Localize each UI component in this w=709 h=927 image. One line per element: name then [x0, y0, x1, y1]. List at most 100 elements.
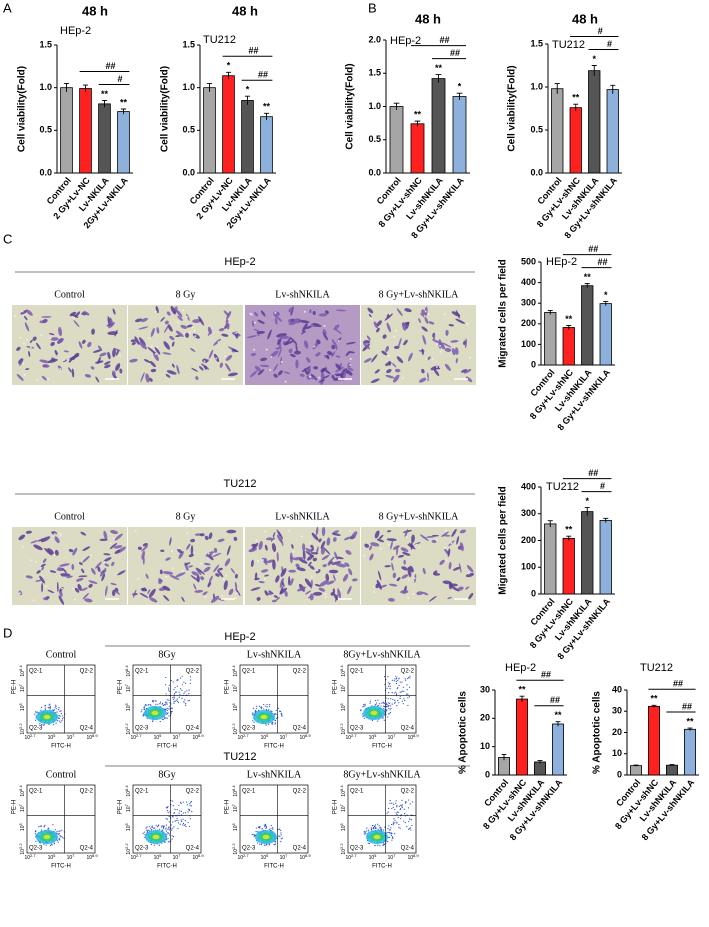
event-dot [397, 816, 399, 819]
quadrant-label: Q2-3 [350, 846, 364, 852]
event-dot [266, 706, 268, 708]
density-contour [152, 834, 160, 840]
y-tick-label: 0.0 [39, 167, 52, 177]
cell [59, 573, 71, 577]
axis-tick-label: 102.2 [124, 843, 132, 855]
event-dot [379, 827, 381, 829]
event-dot [162, 718, 164, 721]
cell [42, 558, 47, 563]
tick-exponent: 5 [231, 822, 236, 825]
pore [309, 547, 312, 550]
tick-exponent: 8.9 [305, 853, 311, 858]
cell [225, 318, 230, 330]
cell [97, 566, 101, 573]
y-tick-label: 0 [485, 769, 490, 779]
tick-base: 10 [130, 855, 136, 861]
tick-exponent: 2.7 [243, 853, 249, 858]
event-dot [377, 705, 380, 707]
cell [322, 375, 330, 379]
event-dot [183, 692, 185, 695]
cell [24, 315, 28, 321]
event-dot [168, 690, 170, 692]
cell [346, 370, 353, 376]
cell [305, 548, 313, 553]
cell [78, 562, 83, 566]
cell [409, 565, 414, 573]
event-dot [172, 681, 174, 683]
cell [82, 546, 91, 551]
event-dot [156, 826, 159, 828]
significance-mark: ** [120, 97, 128, 107]
quadrant-label: Q2-1 [29, 789, 43, 795]
event-dot [165, 824, 168, 826]
error-bar [537, 760, 543, 764]
event-dot [366, 830, 368, 832]
event-dot [279, 710, 281, 712]
event-dot [34, 713, 36, 715]
cell [130, 339, 137, 343]
cell [442, 580, 452, 585]
cell [68, 367, 72, 373]
event-dot [403, 808, 405, 810]
event-dot [383, 719, 385, 721]
event-dot [173, 826, 175, 828]
pore [407, 596, 410, 599]
event-dot [371, 824, 373, 827]
cell [129, 358, 138, 363]
cell [273, 363, 279, 372]
error-bar [651, 704, 657, 708]
event-dot [185, 801, 188, 803]
cell [35, 342, 41, 350]
cell [138, 337, 146, 346]
cell [298, 319, 310, 324]
micrograph [245, 305, 360, 386]
event-dot [253, 721, 255, 723]
cell [331, 351, 336, 358]
quadrant-label: Q2-3 [29, 846, 43, 852]
event-dot [59, 830, 61, 832]
cell [192, 333, 200, 339]
event-dot [177, 701, 180, 704]
event-dot [396, 804, 398, 807]
cell [306, 357, 311, 363]
cell [163, 323, 170, 334]
y-tick-label: 100 [521, 562, 536, 572]
cell [444, 363, 451, 371]
event-dot [176, 685, 178, 687]
event-dot [375, 702, 378, 704]
tick-base: 10 [233, 825, 239, 831]
cell [316, 339, 321, 345]
tick-base: 10 [126, 705, 132, 711]
event-dot [387, 811, 389, 813]
cell [315, 526, 319, 536]
event-dot [189, 676, 192, 678]
pore [349, 357, 352, 360]
event-dot [183, 824, 185, 826]
cell [217, 569, 224, 578]
event-dot [164, 684, 167, 686]
cell [108, 322, 116, 329]
cell [39, 359, 50, 364]
event-dot [268, 705, 271, 707]
pore [288, 529, 291, 532]
tick-base: 10 [341, 825, 347, 831]
cell [78, 575, 88, 578]
event-dot [188, 689, 190, 691]
pore [207, 552, 210, 555]
cell [33, 544, 43, 551]
event-dot [362, 706, 364, 708]
tick-exponent: 2.2 [231, 723, 236, 729]
event-dot [189, 809, 191, 811]
cell [369, 553, 374, 561]
cell [160, 549, 165, 552]
pore [407, 578, 410, 581]
pore [185, 315, 188, 318]
pore [339, 588, 342, 591]
error-bar [501, 754, 507, 761]
cell [188, 553, 194, 558]
event-dot [162, 825, 164, 827]
event-dot [395, 675, 397, 678]
event-dot [393, 833, 396, 835]
cell [39, 320, 46, 324]
